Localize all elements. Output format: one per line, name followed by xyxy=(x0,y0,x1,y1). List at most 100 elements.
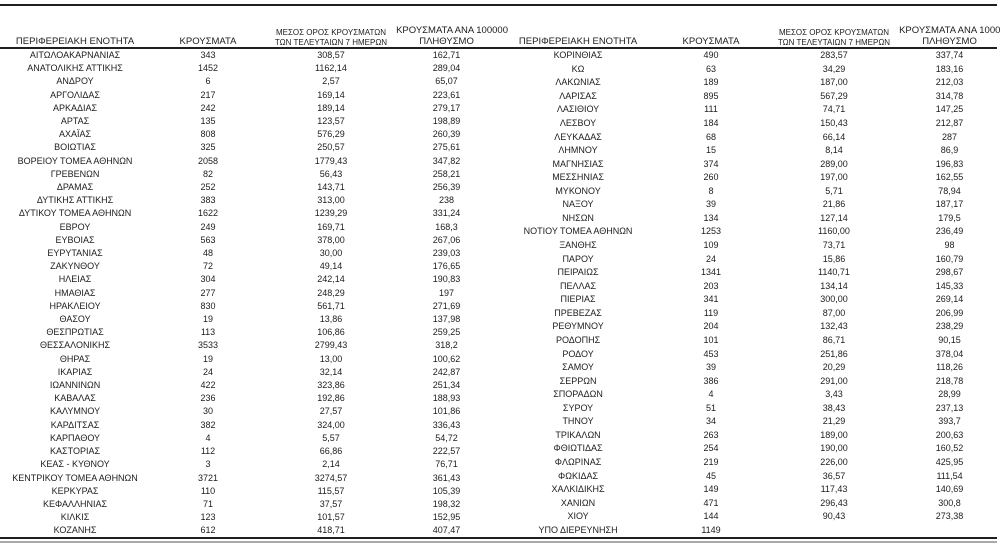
cases-cell: 1452 xyxy=(197,63,218,74)
region-cell: ΚΑΛΥΜΝΟΥ xyxy=(50,406,101,417)
cases-cell: 135 xyxy=(200,116,216,127)
region-cell: ΗΜΑΘΙΑΣ xyxy=(54,287,96,298)
cases-cell: 184 xyxy=(703,117,719,128)
region-cell: ΚΕΑΣ - ΚΥΘΝΟΥ xyxy=(40,459,110,470)
cases-cell: 101 xyxy=(703,334,719,345)
avg7-cell: 21,29 xyxy=(822,416,846,427)
avg7-cell: 289,00 xyxy=(820,158,848,169)
cases-cell: 490 xyxy=(703,50,719,61)
per100k-cell: 137,98 xyxy=(432,314,461,325)
avg7-cell: 87,00 xyxy=(822,307,846,318)
per100k-cell: 190,83 xyxy=(432,274,461,285)
avg7-cell: 283,57 xyxy=(820,50,848,61)
table-row: ΤΗΝΟΥ 34 21,29 393,7 xyxy=(503,415,1000,429)
region-cell: ΒΟΡΕΙΟΥ ΤΟΜΕΑ ΑΘΗΝΩΝ xyxy=(17,155,133,166)
avg7-cell: 66,14 xyxy=(822,131,846,142)
table-row: ΡΟΔΟΥ 453 251,86 378,04 xyxy=(503,347,1000,361)
cases-cell: 39 xyxy=(705,362,716,373)
table-row: ΧΑΛΚΙΔΙΚΗΣ 149 117,43 140,69 xyxy=(503,483,1000,497)
table-row: ΚΑΡΠΑΘΟΥ 4 5,57 54,72 xyxy=(0,432,497,445)
per100k-cell: 198,32 xyxy=(432,498,461,509)
avg7-cell: 2,14 xyxy=(322,459,340,470)
region-cell: ΑΙΤΩΛΟΑΚΑΡΝΑΝΙΑΣ xyxy=(29,50,121,60)
cases-cell: 112 xyxy=(200,446,216,457)
region-cell: ΚΟΖΑΝΗΣ xyxy=(53,525,97,536)
avg7-cell: 169,14 xyxy=(317,89,345,100)
cases-cell: 110 xyxy=(200,485,216,496)
per100k-cell: 300,8 xyxy=(938,497,961,508)
per100k-cell: 78,94 xyxy=(938,185,961,196)
per100k-cell: 76,71 xyxy=(435,459,458,470)
region-cell: ΡΕΘΥΜΝΟΥ xyxy=(552,321,604,332)
avg7-cell: 132,43 xyxy=(820,321,848,332)
cases-cell: 219 xyxy=(703,457,719,468)
region-cell: ΦΘΙΩΤΙΔΑΣ xyxy=(553,443,603,454)
per100k-cell: 361,43 xyxy=(432,472,461,483)
per100k-cell: 222,57 xyxy=(432,446,461,457)
avg7-cell: 187,00 xyxy=(820,77,848,88)
region-cell: ΑΡΚΑΔΙΑΣ xyxy=(53,102,98,113)
region-cell: ΝΑΞΟΥ xyxy=(562,199,594,210)
cases-cell: 113 xyxy=(200,327,216,338)
table-row: ΜΕΣΣΗΝΙΑΣ 260 197,00 162,55 xyxy=(503,171,1000,185)
region-cell: ΦΛΩΡΙΝΑΣ xyxy=(554,457,602,468)
avg7-cell: 13,00 xyxy=(319,353,343,364)
per100k-cell: 162,55 xyxy=(935,172,964,183)
avg7-cell: 296,43 xyxy=(820,497,848,508)
per100k-cell: 188,93 xyxy=(432,393,461,404)
avg7-header-line1: ΜΕΣΟΣ ΟΡΟΣ ΚΡΟΥΣΜΑΤΩΝ xyxy=(778,28,890,37)
per100k-cell: 267,06 xyxy=(432,234,461,245)
region-cell: ΘΗΡΑΣ xyxy=(59,353,91,364)
region-cell: ΑΡΤΑΣ xyxy=(60,116,90,127)
table-row: ΗΜΑΘΙΑΣ 277 248,29 197 xyxy=(0,287,497,300)
cases-cell: 2058 xyxy=(197,155,218,166)
table-row: ΥΠΟ ΔΙΕΡΕΥΝΗΣΗ 1149 xyxy=(503,524,1000,538)
table-row: ΣΑΜΟΥ 39 20,29 118,26 xyxy=(503,361,1000,375)
avg7-cell: 8,14 xyxy=(825,145,843,156)
cases-cell: 144 xyxy=(703,511,719,522)
cases-cell: 386 xyxy=(703,375,719,386)
table-row: ΒΟΡΕΙΟΥ ΤΟΜΕΑ ΑΘΗΝΩΝ 2058 1779,43 347,82 xyxy=(0,155,497,168)
region-cell: ΔΥΤΙΚΗΣ ΑΤΤΙΚΗΣ xyxy=(36,195,114,206)
per100k-cell: 198,89 xyxy=(432,116,461,127)
cases-cell: 382 xyxy=(200,419,216,430)
avg7-cell: 32,14 xyxy=(319,366,343,377)
per100k-cell: 98 xyxy=(944,240,955,251)
region-cell: ΚΑΡΔΙΤΣΑΣ xyxy=(50,419,100,430)
table-row: ΜΑΓΝΗΣΙΑΣ 374 289,00 196,83 xyxy=(503,158,1000,172)
table-row: ΚΑΣΤΟΡΙΑΣ 112 66,86 222,57 xyxy=(0,445,497,458)
cases-cell: 19 xyxy=(202,353,213,364)
region-column-header: ΠΕΡΙΦΕΡΕΙΑΚΗ ΕΝΟΤΗΤΑ xyxy=(518,36,638,47)
per100k-cell: 160,52 xyxy=(935,443,964,454)
per100k-cell: 200,63 xyxy=(935,429,964,440)
per100k-cell: 206,99 xyxy=(935,307,964,318)
per100k-cell: 425,95 xyxy=(935,457,964,468)
cases-cell: 383 xyxy=(200,195,216,206)
avg7-cell: 189,00 xyxy=(820,429,848,440)
avg7-cell: 567,29 xyxy=(820,90,848,101)
region-cell: ΤΡΙΚΑΛΩΝ xyxy=(555,429,601,440)
per100k-cell: 314,78 xyxy=(935,90,964,101)
per100k-cell: 212,03 xyxy=(935,77,964,88)
avg7-cell: 56,43 xyxy=(319,168,343,179)
cases-cell: 111 xyxy=(704,104,718,115)
cases-cell: 3 xyxy=(205,459,211,470)
per100k-header-line1: ΚΡΟΥΣΜΑΤΑ ΑΝΑ 100000 xyxy=(396,25,508,36)
avg7-cell: 127,14 xyxy=(820,212,848,223)
cases-cell: 3721 xyxy=(197,472,218,483)
cases-cell: 203 xyxy=(703,280,719,291)
avg7-cell: 1140,71 xyxy=(818,267,850,278)
table-row: ΚΕΦΑΛΛΗΝΙΑΣ 71 37,57 198,32 xyxy=(0,498,497,511)
table-row: ΣΥΡΟΥ 51 38,43 237,13 xyxy=(503,402,1000,416)
table-row: ΗΛΕΙΑΣ 304 242,14 190,83 xyxy=(0,273,497,286)
table-row: ΙΩΑΝΝΙΝΩΝ 422 323,86 251,34 xyxy=(0,379,497,392)
per100k-cell: 378,04 xyxy=(935,348,964,359)
avg7-column-header: ΜΕΣΟΣ ΟΡΟΣ ΚΡΟΥΣΜΑΤΩΝ ΤΩΝ ΤΕΛΕΥΤΑΙΩΝ 7 Η… xyxy=(769,5,899,49)
avg7-cell: 418,71 xyxy=(317,525,345,536)
table-row: ΚΑΛΥΜΝΟΥ 30 27,57 101,86 xyxy=(0,405,497,418)
avg7-cell: 117,43 xyxy=(820,484,848,495)
per100k-cell: 236,49 xyxy=(935,226,964,237)
bottom-divider-shadow xyxy=(0,540,997,543)
avg7-cell: 27,57 xyxy=(319,406,343,417)
